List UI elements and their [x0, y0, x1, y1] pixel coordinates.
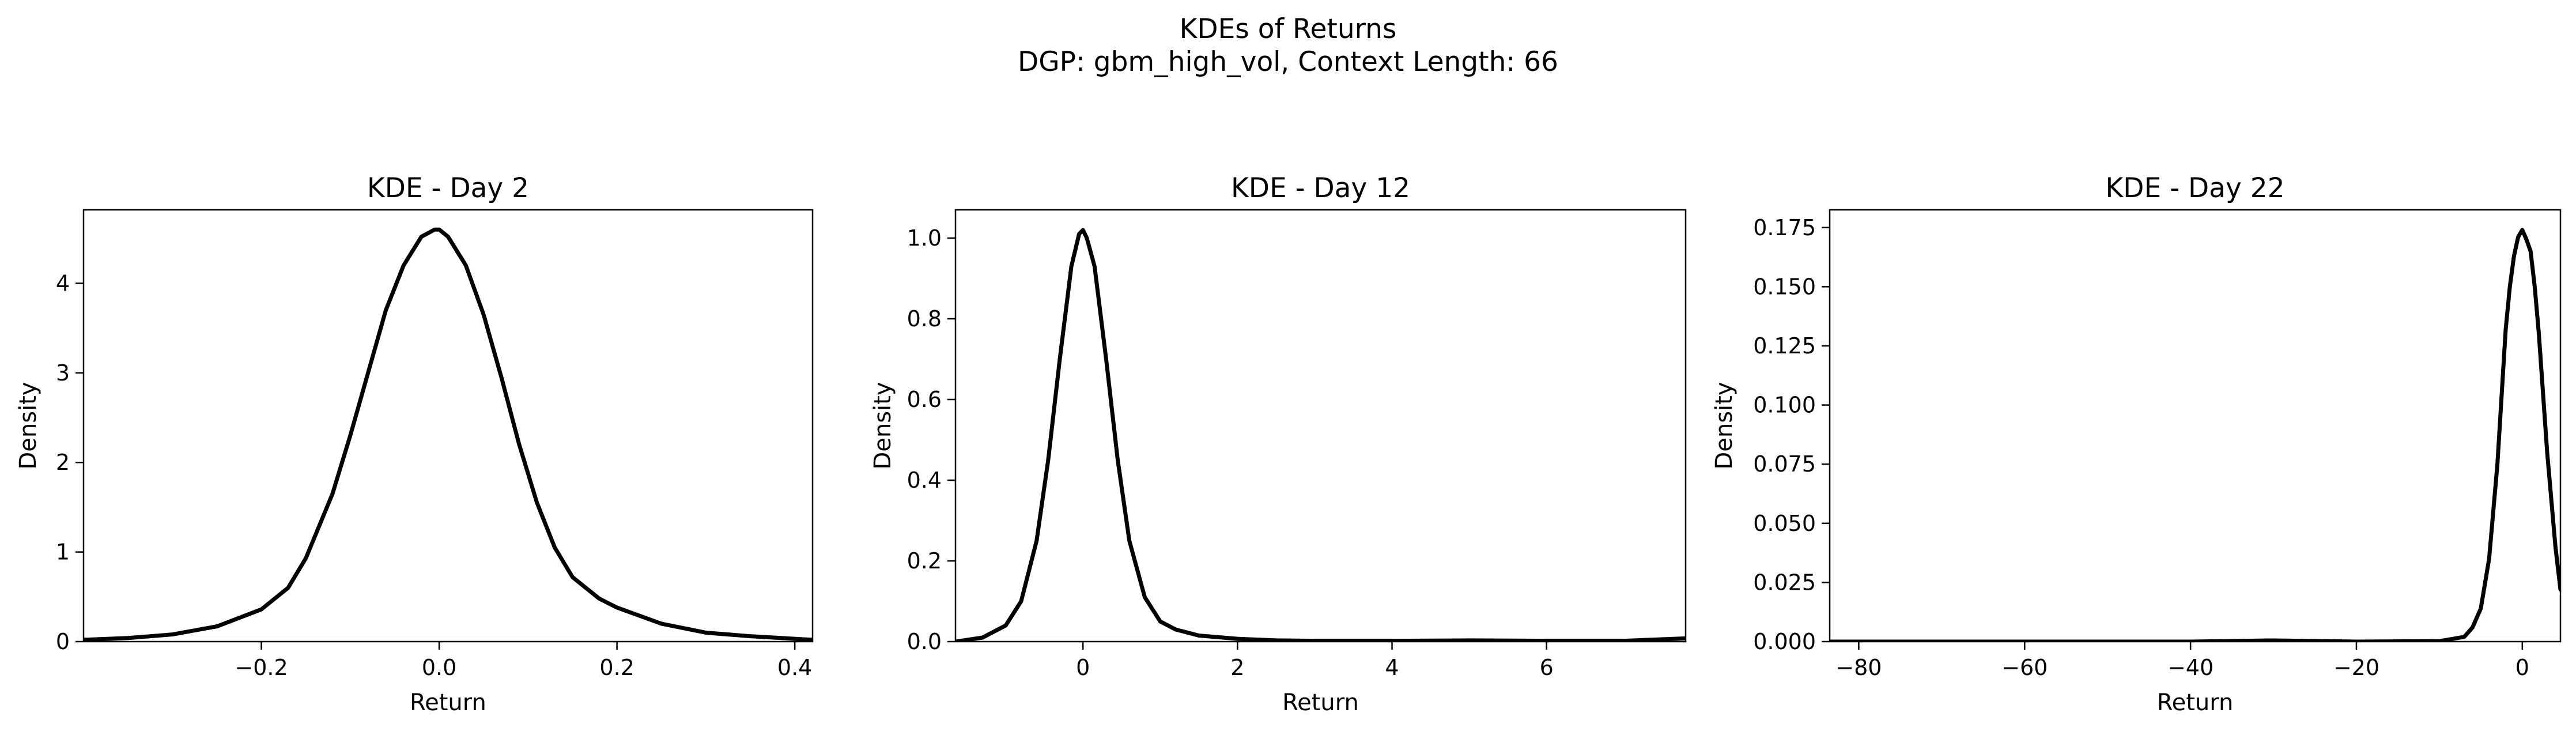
figure-subtitle: DGP: gbm_high_vol, Context Length: 66: [1018, 46, 1558, 78]
axes-frame-day-22: [1829, 209, 2562, 643]
kde-line-day-2: [84, 227, 813, 642]
y-tick-label-day-2: 1: [56, 540, 70, 565]
y-tick-label-day-12: 0.6: [907, 387, 942, 412]
kde-day-22-panel: −80 −60 −40 −20 0 0.000 0.025 0.050 0.075 0.100 0.…: [1711, 172, 2562, 716]
y-tick-label-day-12: 0.4: [907, 468, 942, 493]
y-tick-label-day-22: 0.000: [1753, 629, 1816, 654]
y-tick-label-day-22: 0.150: [1753, 274, 1816, 299]
y-tick-label-day-22: 0.050: [1753, 511, 1816, 536]
x-axis-label-day-2: Return: [410, 689, 486, 716]
y-tick-label-day-22: 0.175: [1753, 215, 1816, 240]
y-tick-label-day-12: 0.0: [907, 629, 942, 654]
axes-frame-day-2: [82, 209, 814, 643]
x-tick-label-day-22: −40: [2167, 655, 2214, 680]
y-tick-label-day-22: 0.075: [1753, 451, 1816, 477]
x-tick-label-day-22: 0: [2515, 655, 2529, 680]
y-tick-label-day-2: 2: [56, 450, 70, 475]
x-tick-label-day-2: 0.0: [422, 655, 456, 680]
kde-day-12-panel: 0 2 4 6 0.0 0.2 0.4 0.6 0.8 1.0 KDE - Day 12 Return…: [870, 172, 1687, 716]
x-tick-label-day-2: −0.2: [235, 655, 288, 680]
y-tick-label-day-2: 0: [56, 629, 70, 654]
y-tick-label-day-2: 4: [56, 270, 70, 296]
y-tick-label-day-22: 0.125: [1753, 333, 1816, 359]
kde-line-day-22: [1830, 228, 2560, 642]
x-tick-label-day-12: 2: [1230, 655, 1244, 680]
x-axis-label-day-12: Return: [1282, 689, 1359, 716]
kde-line-day-12: [955, 228, 1686, 642]
y-tick-label-day-2: 3: [56, 360, 70, 386]
x-tick-label-day-22: −60: [2001, 655, 2048, 680]
y-tick-label-day-22: 0.025: [1753, 570, 1816, 595]
axes-frame-day-12: [954, 209, 1687, 643]
x-axis-label-day-22: Return: [2157, 689, 2234, 716]
panel-title-day-2: KDE - Day 2: [367, 172, 529, 204]
panel-title-day-22: KDE - Day 22: [2105, 172, 2284, 204]
kde-day-2-panel: −0.2 0.0 0.2 0.4 0 1 2 3 4 KDE - Day 2 Return Densi…: [15, 172, 814, 716]
figure-title: KDEs of Returns: [1180, 13, 1397, 45]
y-axis-label-day-22: Density: [1711, 382, 1738, 469]
y-axis-label-day-2: Density: [15, 382, 41, 469]
x-tick-label-day-2: 0.4: [777, 655, 812, 680]
x-tick-label-day-2: 0.2: [599, 655, 634, 680]
x-tick-label-day-22: −20: [2333, 655, 2379, 680]
x-tick-label-day-22: −80: [1835, 655, 1882, 680]
y-axis-label-day-12: Density: [870, 382, 896, 469]
x-tick-label-day-12: 6: [1540, 655, 1554, 680]
x-tick-label-day-12: 4: [1385, 655, 1399, 680]
y-tick-label-day-22: 0.100: [1753, 393, 1816, 418]
panel-title-day-12: KDE - Day 12: [1231, 172, 1410, 204]
x-tick-label-day-12: 0: [1076, 655, 1090, 680]
y-tick-label-day-12: 0.8: [907, 306, 942, 331]
y-tick-label-day-12: 0.2: [907, 548, 942, 574]
y-tick-label-day-12: 1.0: [907, 225, 942, 251]
